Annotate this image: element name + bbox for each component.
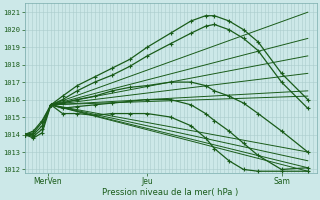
X-axis label: Pression niveau de la mer( hPa ): Pression niveau de la mer( hPa ): [102, 188, 239, 197]
